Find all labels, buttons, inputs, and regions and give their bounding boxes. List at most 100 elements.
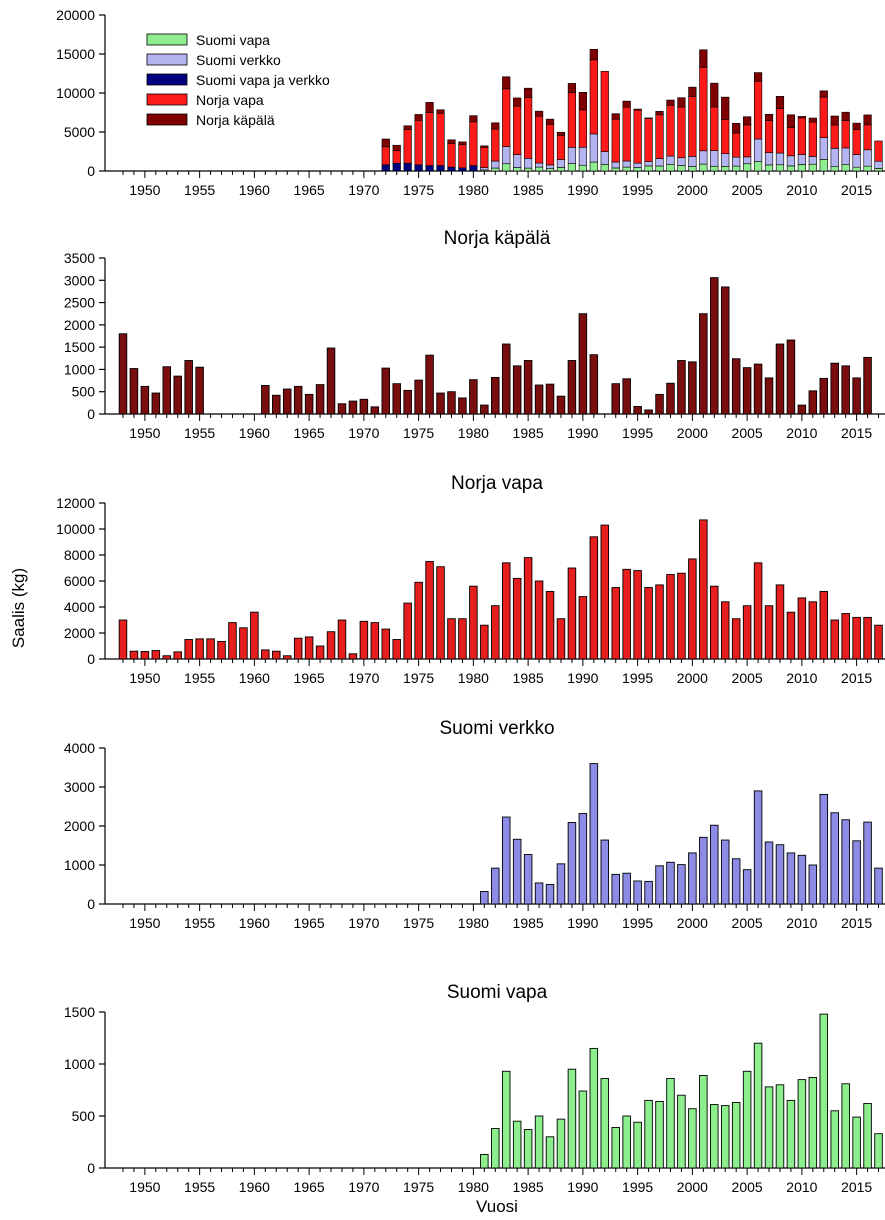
stacked-bar-segment <box>545 164 555 169</box>
legend-label: Suomi verkko <box>196 52 281 68</box>
bar <box>819 1013 829 1169</box>
x-tick-label: 2010 <box>786 915 817 931</box>
stacked-bar-segment <box>743 116 752 126</box>
bar <box>666 1078 675 1169</box>
bar <box>830 362 839 415</box>
panel-title: Suomi verkko <box>439 718 554 739</box>
bar <box>655 393 664 415</box>
stacked-bar-segment <box>841 147 850 165</box>
bar <box>797 404 807 415</box>
bar <box>282 388 292 415</box>
bar <box>797 1079 807 1169</box>
stacked-bar-segment <box>775 96 785 109</box>
x-tick-label: 1965 <box>294 670 325 686</box>
x-tick-label: 1980 <box>458 425 489 441</box>
bar <box>523 1129 533 1169</box>
x-tick-label: 1960 <box>239 425 270 441</box>
bar <box>359 398 369 415</box>
stacked-bar-segment <box>797 117 806 155</box>
bar <box>688 558 697 660</box>
x-tick-label: 1985 <box>513 182 544 198</box>
bar <box>250 611 259 660</box>
stacked-bar-segment <box>381 164 390 172</box>
stacked-bar-segment <box>524 97 533 159</box>
x-tick-label: 1975 <box>403 425 434 441</box>
stacked-bar-segment <box>775 164 785 172</box>
x-tick-label: 2015 <box>841 670 872 686</box>
x-tick-label: 1960 <box>239 915 270 931</box>
bar <box>272 394 281 415</box>
stacked-bar-segment <box>786 127 796 157</box>
stacked-bar-segment <box>721 96 730 120</box>
bar <box>808 864 818 905</box>
stacked-bar-segment <box>436 112 445 166</box>
stacked-bar-segment <box>381 138 390 148</box>
bar <box>545 590 555 660</box>
bar <box>666 861 675 905</box>
x-tick-label: 2005 <box>732 1179 763 1195</box>
stacked-bar-segment <box>480 167 489 171</box>
stacked-bar-segment <box>534 110 544 117</box>
bar <box>852 377 861 415</box>
stacked-bar-segment <box>392 150 401 164</box>
bar <box>666 574 675 660</box>
stacked-bar-segment <box>545 124 555 166</box>
bar <box>688 852 697 905</box>
stacked-bar-segment <box>699 163 708 172</box>
bar <box>600 524 610 660</box>
bar <box>304 636 314 660</box>
stacked-bar-segment <box>567 163 577 172</box>
stacked-bar-segment <box>524 167 533 172</box>
x-tick-label: 1985 <box>513 425 544 441</box>
stacked-bar-segment <box>732 132 741 158</box>
bar <box>611 873 620 905</box>
stacked-bar-segment <box>666 105 675 157</box>
x-tick-label: 1965 <box>294 425 325 441</box>
stacked-bar-segment <box>808 121 817 157</box>
stacked-bar-segment <box>414 114 423 121</box>
stacked-bar-segment <box>852 166 861 172</box>
y-tick-label: 2000 <box>64 625 95 641</box>
bar <box>611 383 620 415</box>
x-tick-label: 2015 <box>841 425 872 441</box>
x-tick-label: 1955 <box>184 182 215 198</box>
bar <box>491 1128 500 1169</box>
bar <box>731 1102 741 1169</box>
bar <box>852 1116 861 1169</box>
stacked-bar-segment <box>743 163 752 172</box>
bar <box>348 653 358 660</box>
stacked-bar-segment <box>710 106 719 151</box>
stacked-bar-segment <box>502 76 511 90</box>
bar <box>567 360 577 415</box>
bar <box>556 395 566 415</box>
stacked-bar-segment <box>491 160 500 169</box>
x-tick-label: 1980 <box>458 670 489 686</box>
stacked-bar-segment <box>732 122 741 134</box>
bar <box>753 790 763 905</box>
x-tick-label: 2015 <box>841 1179 872 1195</box>
bar <box>731 358 741 415</box>
bar <box>534 580 544 660</box>
bar <box>315 645 325 660</box>
bar <box>523 360 533 415</box>
bar <box>348 400 358 415</box>
stacked-bar-segment <box>589 161 598 172</box>
x-tick-label: 2000 <box>677 670 708 686</box>
stacked-bar-segment <box>480 147 489 168</box>
bar <box>447 618 456 660</box>
stacked-bar-segment <box>764 120 774 153</box>
bar <box>195 366 204 415</box>
bar <box>534 1115 544 1169</box>
stacked-bar-segment <box>655 111 664 116</box>
bar <box>556 863 566 905</box>
x-tick-label: 2000 <box>677 182 708 198</box>
stacked-bar-segment <box>633 108 642 111</box>
bar <box>217 641 226 660</box>
stacked-bar-segment <box>732 156 741 167</box>
bar <box>414 581 423 660</box>
x-tick-label: 2000 <box>677 915 708 931</box>
stacked-bar-segment <box>808 163 817 172</box>
x-tick-label: 2000 <box>677 1179 708 1195</box>
stacked-bar-segment <box>469 165 478 172</box>
stacked-bar-segment <box>797 116 806 119</box>
